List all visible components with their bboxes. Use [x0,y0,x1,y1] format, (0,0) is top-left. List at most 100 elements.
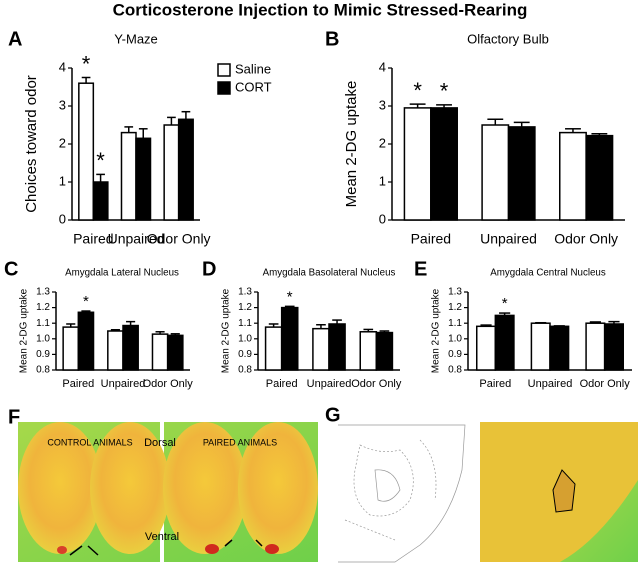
chart-title: Amygdala Central Nucleus [490,268,606,279]
bar [403,107,432,221]
y-tick-label: 1.1 [238,318,252,329]
bar [280,306,299,371]
x-tick-label: Unpaired [307,378,352,390]
bar [120,131,137,221]
bar [549,325,570,371]
x-tick-label: Paired [266,378,298,390]
outline [552,469,576,513]
significance-mark: * [502,295,508,312]
x-tick-label: Unpaired [528,378,573,390]
bar [603,323,625,371]
bar [135,137,152,221]
y-tick-label: 1.0 [36,333,50,344]
y-tick-label: 1.3 [36,287,50,298]
y-tick-label: 2 [379,135,386,150]
y-tick-label: 1.0 [448,333,462,344]
panel-label: G [325,404,341,426]
x-tick-label: Paired [411,231,451,247]
bar [475,325,497,371]
arrows [69,539,263,556]
y-tick-label: 3 [59,97,66,112]
x-tick-label: Unpaired [101,378,146,390]
panel-label: B [325,28,339,50]
image-region [560,480,638,562]
bar [585,134,614,221]
bar [107,330,124,371]
y-tick-label: 3 [379,97,386,112]
image-text: Dorsal [144,437,176,449]
y-tick-label: 1.2 [448,302,462,313]
significance-mark: * [82,51,91,76]
y-tick-label: 0.9 [238,349,252,360]
y-tick-label: 1 [59,173,66,188]
y-axis-label: Mean 2-DG uptake [343,81,360,208]
panel-label: D [202,258,216,280]
bar [62,326,80,371]
bar [163,124,180,221]
y-tick-label: 1.2 [238,302,252,313]
y-tick-label: 1.2 [36,302,50,313]
y-tick-label: 4 [379,59,386,74]
y-tick-label: 4 [59,59,66,74]
bar [375,331,394,371]
bar [166,334,184,371]
bulb [163,422,247,554]
y-tick-label: 1.0 [238,333,252,344]
x-tick-label: Unpaired [480,231,537,247]
y-tick-label: 1.3 [448,287,462,298]
y-tick-label: 0.8 [36,365,50,376]
y-tick-label: 0.8 [448,365,462,376]
x-tick-label: Odor Only [143,378,194,390]
bar [328,323,346,371]
y-tick-label: 0 [379,211,386,226]
bar [78,82,95,221]
image-text: PAIRED ANIMALS [203,437,277,447]
bar [122,324,139,371]
hotspot [205,544,219,554]
x-tick-label: Unpaired [108,231,165,247]
chart-title: Amygdala Basolateral Nucleus [263,268,396,279]
bulb [18,422,102,554]
figure-title: Corticosterone Injection to Mimic Stress… [113,0,528,19]
hotspot [265,544,279,554]
bar [359,331,378,371]
bulb [238,422,318,554]
y-axis-label: Mean 2-DG uptake [221,288,232,373]
panel-label: C [4,258,18,280]
chart-title: Y-Maze [114,31,158,46]
bar [530,322,551,371]
x-tick-label: Odor Only [351,378,402,390]
x-tick-label: Paired [62,378,94,390]
y-axis-label: Mean 2-DG uptake [431,288,442,373]
significance-mark: * [440,79,449,104]
y-tick-label: 0.9 [36,349,50,360]
y-tick-label: 2 [59,135,66,150]
autoradiograph-f: CONTROL ANIMALS Dorsal PAIRED ANIMALS Ve… [18,422,318,562]
bar [585,322,606,371]
bulb [90,422,170,554]
x-tick-label: Odor Only [147,231,211,247]
atlas-sketch [338,424,466,563]
significance-mark: * [413,78,422,103]
x-tick-label: Odor Only [580,378,631,390]
legend-label: CORT [235,79,272,94]
bar [430,107,458,221]
x-tick-label: Paired [479,378,511,390]
image-text: CONTROL ANIMALS [47,437,132,447]
bar [494,314,515,371]
y-tick-label: 1.3 [238,287,252,298]
legend-swatch [217,81,231,95]
panel-label: A [8,28,22,50]
bar [481,124,510,221]
y-tick-label: 0.9 [448,349,462,360]
legend-swatch [217,63,231,77]
bar [77,311,95,371]
bar [264,326,283,371]
hotspot [57,546,67,554]
y-tick-label: 0.8 [238,365,252,376]
y-tick-label: 1 [379,173,386,188]
bar [177,118,194,221]
panel-label: E [414,258,427,280]
significance-mark: * [83,293,89,310]
